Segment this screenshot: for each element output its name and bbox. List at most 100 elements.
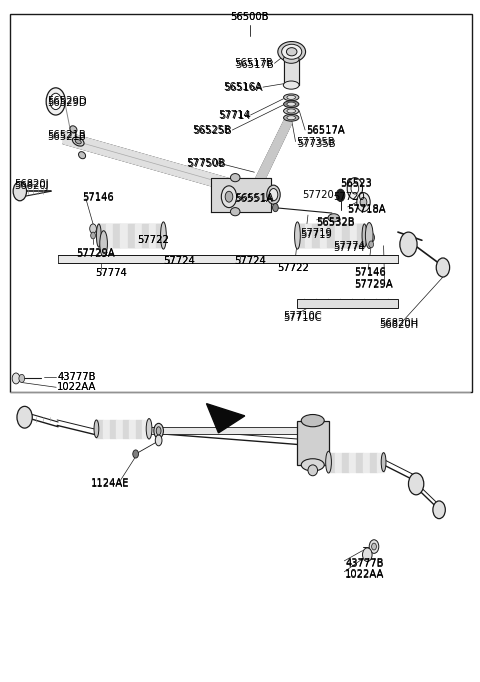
Text: 56820H: 56820H bbox=[379, 318, 418, 328]
Polygon shape bbox=[128, 224, 135, 247]
Polygon shape bbox=[120, 224, 128, 247]
Circle shape bbox=[360, 197, 367, 207]
Text: 57724: 57724 bbox=[234, 256, 266, 266]
Text: 1124AE: 1124AE bbox=[91, 479, 129, 489]
Circle shape bbox=[357, 192, 370, 211]
Polygon shape bbox=[96, 420, 103, 438]
Circle shape bbox=[436, 258, 450, 277]
Ellipse shape bbox=[94, 420, 99, 438]
Ellipse shape bbox=[230, 174, 240, 181]
Text: 57720: 57720 bbox=[302, 190, 334, 201]
Ellipse shape bbox=[287, 109, 296, 113]
Polygon shape bbox=[135, 224, 142, 247]
Text: 57724: 57724 bbox=[234, 256, 266, 266]
Circle shape bbox=[347, 177, 362, 199]
Text: 57722: 57722 bbox=[138, 235, 169, 246]
Text: 43777B: 43777B bbox=[57, 372, 96, 382]
Polygon shape bbox=[123, 420, 129, 438]
Text: 57718A: 57718A bbox=[348, 204, 386, 214]
Ellipse shape bbox=[301, 415, 324, 427]
Text: 56516A: 56516A bbox=[223, 82, 262, 92]
Polygon shape bbox=[116, 420, 123, 438]
Text: 57146: 57146 bbox=[354, 267, 385, 277]
Text: 57735B: 57735B bbox=[298, 138, 336, 149]
Text: 57774: 57774 bbox=[96, 268, 127, 278]
Text: 57729A: 57729A bbox=[354, 280, 393, 290]
Text: 57774: 57774 bbox=[333, 243, 365, 253]
Ellipse shape bbox=[362, 224, 367, 247]
Polygon shape bbox=[106, 224, 113, 247]
Ellipse shape bbox=[295, 222, 300, 249]
Text: 57720: 57720 bbox=[333, 192, 365, 202]
Circle shape bbox=[273, 203, 278, 211]
Text: 57722: 57722 bbox=[277, 263, 309, 273]
Text: 57735B: 57735B bbox=[297, 136, 335, 147]
Ellipse shape bbox=[75, 139, 81, 144]
Text: 57146: 57146 bbox=[354, 268, 385, 278]
Polygon shape bbox=[320, 224, 327, 247]
Polygon shape bbox=[149, 224, 156, 247]
Ellipse shape bbox=[282, 44, 302, 59]
Circle shape bbox=[433, 501, 445, 518]
Circle shape bbox=[362, 548, 372, 561]
Text: 56500B: 56500B bbox=[230, 12, 269, 23]
Polygon shape bbox=[377, 453, 384, 472]
Polygon shape bbox=[363, 453, 370, 472]
Ellipse shape bbox=[287, 102, 296, 106]
Text: 57722: 57722 bbox=[277, 263, 309, 273]
Polygon shape bbox=[206, 404, 245, 433]
Circle shape bbox=[133, 450, 139, 458]
Text: 57146: 57146 bbox=[82, 192, 114, 202]
Text: 1022AA: 1022AA bbox=[57, 383, 96, 392]
Text: 56516A: 56516A bbox=[224, 83, 263, 93]
Text: 57714: 57714 bbox=[219, 111, 251, 121]
Ellipse shape bbox=[328, 213, 339, 222]
Ellipse shape bbox=[156, 427, 161, 435]
Ellipse shape bbox=[146, 419, 152, 439]
Bar bbox=[298, 421, 328, 465]
Ellipse shape bbox=[284, 108, 299, 115]
Text: 57729A: 57729A bbox=[354, 279, 393, 289]
Polygon shape bbox=[357, 224, 364, 247]
Text: 56551A: 56551A bbox=[234, 194, 273, 205]
Text: 57719: 57719 bbox=[300, 228, 332, 239]
Text: 1124AE: 1124AE bbox=[91, 477, 129, 488]
Ellipse shape bbox=[70, 125, 77, 133]
Text: 1022AA: 1022AA bbox=[345, 570, 384, 580]
Text: 56529D: 56529D bbox=[48, 98, 87, 108]
Text: 57722: 57722 bbox=[138, 235, 169, 246]
Ellipse shape bbox=[96, 224, 101, 247]
Ellipse shape bbox=[230, 207, 240, 216]
Ellipse shape bbox=[283, 55, 299, 63]
Polygon shape bbox=[342, 224, 349, 247]
Circle shape bbox=[336, 189, 345, 201]
Circle shape bbox=[351, 183, 359, 194]
Polygon shape bbox=[342, 453, 349, 472]
Bar bbox=[298, 299, 398, 308]
Ellipse shape bbox=[154, 424, 163, 439]
Bar bbox=[149, 428, 299, 434]
Text: 57774: 57774 bbox=[96, 268, 127, 278]
Text: 57724: 57724 bbox=[163, 256, 195, 266]
Ellipse shape bbox=[284, 115, 299, 121]
Polygon shape bbox=[370, 453, 377, 472]
Text: 57729A: 57729A bbox=[76, 248, 115, 258]
Text: 57750B: 57750B bbox=[186, 158, 225, 168]
Polygon shape bbox=[349, 453, 356, 472]
Circle shape bbox=[400, 232, 417, 256]
Polygon shape bbox=[349, 224, 357, 247]
Text: 43777B: 43777B bbox=[345, 559, 384, 569]
Ellipse shape bbox=[267, 185, 280, 204]
Text: 56532B: 56532B bbox=[317, 218, 355, 228]
Bar bbox=[58, 255, 398, 263]
Text: 56521B: 56521B bbox=[48, 132, 86, 142]
Ellipse shape bbox=[269, 188, 278, 201]
Ellipse shape bbox=[287, 116, 296, 120]
Polygon shape bbox=[136, 420, 143, 438]
Text: 56820H: 56820H bbox=[379, 320, 418, 329]
Polygon shape bbox=[356, 453, 363, 472]
Polygon shape bbox=[129, 420, 136, 438]
Polygon shape bbox=[63, 132, 250, 196]
Text: 56551A: 56551A bbox=[235, 193, 274, 203]
Text: 57714: 57714 bbox=[218, 110, 250, 120]
